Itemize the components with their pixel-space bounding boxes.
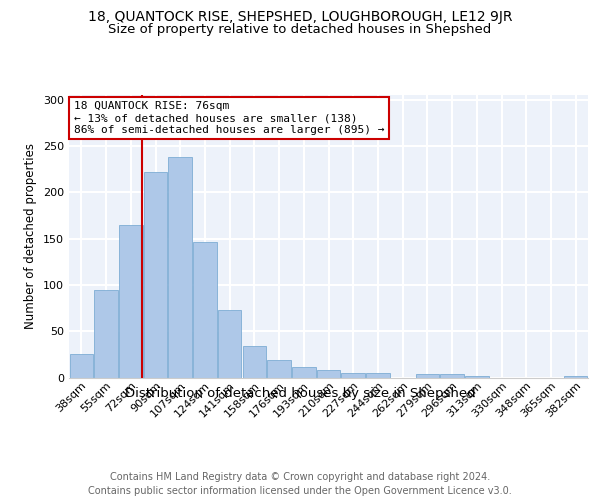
Bar (144, 172, 167, 378)
Text: Contains HM Land Registry data © Crown copyright and database right 2024.
Contai: Contains HM Land Registry data © Crown c… (88, 472, 512, 496)
Bar (465, 376, 488, 378)
Bar (94, 290, 118, 378)
Bar (564, 376, 587, 378)
Text: 18 QUANTOCK RISE: 76sqm
← 13% of detached houses are smaller (138)
86% of semi-d: 18 QUANTOCK RISE: 76sqm ← 13% of detache… (74, 102, 385, 134)
Bar (70, 354, 93, 378)
Bar (169, 157, 192, 378)
Bar (366, 373, 389, 378)
Bar (193, 242, 217, 378)
Bar (242, 346, 266, 378)
Bar (317, 370, 340, 378)
Bar (440, 374, 464, 378)
Text: 18, QUANTOCK RISE, SHEPSHED, LOUGHBOROUGH, LE12 9JR: 18, QUANTOCK RISE, SHEPSHED, LOUGHBOROUG… (88, 10, 512, 24)
Bar (268, 360, 291, 378)
Text: Size of property relative to detached houses in Shepshed: Size of property relative to detached ho… (109, 22, 491, 36)
Bar (119, 224, 143, 378)
Bar (218, 310, 241, 378)
Bar (292, 368, 316, 378)
Y-axis label: Number of detached properties: Number of detached properties (25, 143, 37, 329)
Text: Distribution of detached houses by size in Shepshed: Distribution of detached houses by size … (125, 388, 475, 400)
Bar (416, 374, 439, 378)
Bar (341, 373, 365, 378)
